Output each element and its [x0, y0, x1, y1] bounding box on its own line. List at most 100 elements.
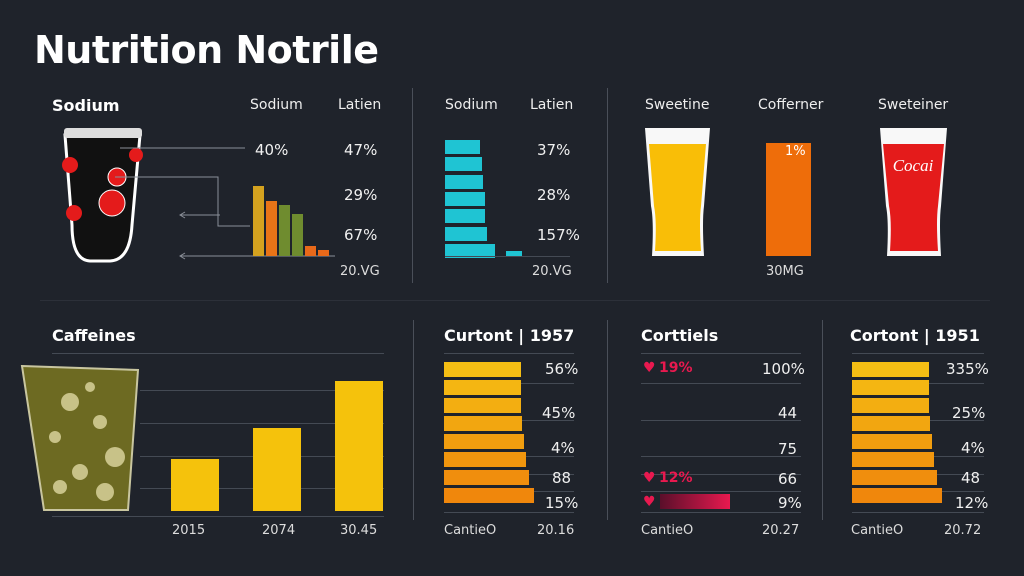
value-label: 40% — [255, 141, 289, 159]
column-label: Sodium — [445, 97, 498, 113]
column-label: Sweetine — [645, 97, 710, 113]
bar-label: 1% — [785, 144, 806, 159]
bar — [852, 434, 932, 449]
bar — [852, 362, 929, 377]
value-label: 25% — [952, 404, 986, 422]
bar — [444, 470, 529, 485]
gridline — [641, 474, 801, 475]
gridline — [641, 420, 801, 421]
row-right-value: 66 — [778, 470, 798, 488]
panel-title: Caffeines — [52, 326, 136, 345]
row-right-value: 75 — [778, 440, 798, 458]
gridline — [852, 512, 984, 513]
bar — [852, 452, 934, 467]
row-right-value: 44 — [778, 404, 798, 422]
bar — [253, 428, 301, 511]
footer-label: 30MG — [766, 264, 804, 279]
baseline — [445, 256, 570, 257]
value-label: 12% — [955, 494, 989, 512]
gridline — [641, 491, 801, 492]
bar — [445, 174, 483, 189]
sparkling-glass-illustration — [20, 364, 140, 511]
heart-icon: ♥ — [643, 360, 656, 376]
bar — [444, 380, 521, 395]
bar — [445, 191, 485, 206]
divider — [607, 320, 608, 520]
column-label: Sodium — [250, 97, 303, 113]
gridline — [641, 383, 801, 384]
bar — [444, 488, 534, 503]
divider — [822, 320, 823, 520]
panel-title: Cortont | 1951 — [850, 326, 980, 345]
value-label: 4% — [961, 439, 985, 457]
x-tick-label: 2074 — [262, 523, 296, 538]
gridline — [852, 353, 984, 354]
row-left-value: 12% — [659, 470, 693, 486]
panel-title: Curtont | 1957 — [444, 326, 575, 345]
bar — [444, 416, 522, 431]
footer-value: 20.16 — [537, 523, 575, 538]
value-label: 67% — [344, 226, 378, 244]
value-label: 88 — [552, 469, 572, 487]
value-label: 47% — [344, 141, 378, 159]
column-label: Cofferner — [758, 97, 824, 113]
heart-icon: ♥ — [643, 470, 656, 486]
bar — [266, 201, 277, 256]
bar — [171, 459, 219, 511]
bar — [445, 243, 495, 258]
value-label: 48 — [961, 469, 981, 487]
footer-label: 20.VG — [340, 264, 380, 279]
bar — [852, 470, 937, 485]
bar — [253, 186, 264, 256]
cola-glass-illustration: Cocai — [880, 128, 947, 256]
divider — [412, 88, 413, 283]
panel-title: Sodium — [52, 96, 120, 115]
value-label: 29% — [344, 186, 378, 204]
section-divider — [40, 300, 990, 301]
column-label: Latien — [530, 97, 574, 113]
gridline — [641, 512, 801, 513]
bar — [292, 214, 303, 256]
x-tick-label: 30.45 — [340, 523, 378, 538]
logo-text: Cocai — [893, 156, 934, 175]
footer-value: 20.27 — [762, 523, 800, 538]
gridline — [641, 456, 801, 457]
footer-label: 20.VG — [532, 264, 572, 279]
bar — [445, 226, 487, 241]
footer-label: CantieO — [851, 523, 904, 538]
row-left-value: 19% — [659, 360, 693, 376]
value-label: 335% — [946, 360, 989, 378]
value-label: 45% — [542, 404, 576, 422]
value-label: 157% — [537, 226, 580, 244]
value-label: 37% — [537, 141, 571, 159]
bar — [444, 362, 521, 377]
gridline — [641, 353, 801, 354]
divider — [607, 88, 608, 283]
juice-glass-illustration — [645, 128, 710, 256]
value-label: 56% — [545, 360, 579, 378]
footer-value: 20.72 — [944, 523, 982, 538]
value-label: 4% — [551, 439, 575, 457]
footer-label: CantieO — [444, 523, 497, 538]
bar — [852, 488, 942, 503]
gridline — [140, 390, 384, 391]
row-right-value: 100% — [762, 360, 805, 378]
baseline — [52, 516, 384, 517]
bar — [318, 250, 329, 256]
gridline — [444, 353, 574, 354]
panel-title: Corttiels — [641, 326, 719, 345]
x-tick-label: 2015 — [172, 523, 206, 538]
bar — [852, 380, 929, 395]
connector-lines — [115, 147, 335, 260]
heart-icon: ♥ — [643, 494, 656, 510]
gridline — [52, 353, 384, 354]
divider — [413, 320, 414, 520]
bar — [335, 381, 383, 511]
footer-label: CantieO — [641, 523, 694, 538]
bar — [444, 398, 521, 413]
row-right-value: 9% — [778, 494, 802, 512]
bar — [445, 140, 480, 154]
value-label: 15% — [545, 494, 579, 512]
bar — [445, 157, 482, 172]
bar — [506, 251, 522, 256]
